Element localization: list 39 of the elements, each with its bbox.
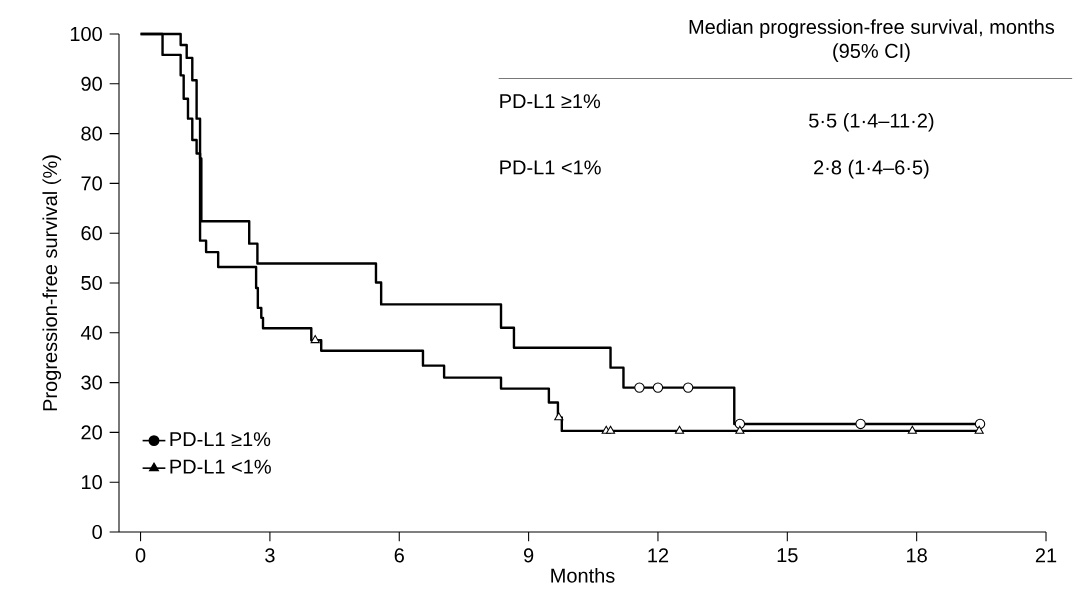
annotation: 5·5 (1·4–11·2) bbox=[809, 112, 934, 132]
point bbox=[855, 418, 866, 430]
x-tick-label: 18 bbox=[907, 548, 927, 563]
annotation: 2·8 (1·4–6·5) bbox=[814, 159, 929, 179]
point bbox=[735, 425, 745, 434]
y-tick-label: 40 bbox=[80, 325, 102, 340]
annotation: Median progression-free survival, months (95% CI) bbox=[689, 19, 1055, 62]
x-tick-label: 12 bbox=[648, 548, 669, 563]
point bbox=[310, 335, 320, 344]
y-tick-label: 60 bbox=[81, 226, 102, 241]
x-axis-title: Months bbox=[551, 568, 615, 583]
point bbox=[634, 382, 645, 393]
point bbox=[652, 382, 664, 393]
legend-label: PD-L1 <1% bbox=[170, 459, 271, 474]
x-tick-label: 3 bbox=[265, 548, 275, 563]
y-tick-label: 20 bbox=[81, 425, 102, 440]
point bbox=[605, 425, 616, 434]
y-tick-label: 10 bbox=[82, 475, 102, 490]
x-tick-label: 6 bbox=[394, 548, 404, 563]
point bbox=[674, 425, 685, 434]
annotation: PD-L1 <1% bbox=[500, 160, 601, 175]
x-tick-label: 9 bbox=[523, 548, 534, 563]
x-tick-label: 15 bbox=[777, 548, 798, 563]
y-tick-label: 100 bbox=[70, 26, 102, 42]
y-tick-label: 70 bbox=[81, 176, 102, 191]
x-tick-label: 0 bbox=[135, 548, 146, 563]
y-tick-label: 0 bbox=[92, 524, 102, 540]
y-tick-label: 80 bbox=[81, 126, 102, 141]
y-tick-label: 90 bbox=[81, 76, 102, 91]
x-tick-label: 21 bbox=[1035, 548, 1057, 563]
y-tick-label: 50 bbox=[81, 275, 102, 291]
point bbox=[682, 382, 694, 393]
y-axis-title: Progression-free survival (%) bbox=[42, 155, 62, 411]
legend-label: PD-L1 ≥1% bbox=[170, 432, 271, 447]
y-tick-label: 30 bbox=[81, 375, 102, 390]
annotation: PD-L1 ≥1% bbox=[500, 94, 601, 109]
point bbox=[907, 425, 917, 434]
point bbox=[554, 412, 564, 421]
point bbox=[974, 425, 984, 434]
